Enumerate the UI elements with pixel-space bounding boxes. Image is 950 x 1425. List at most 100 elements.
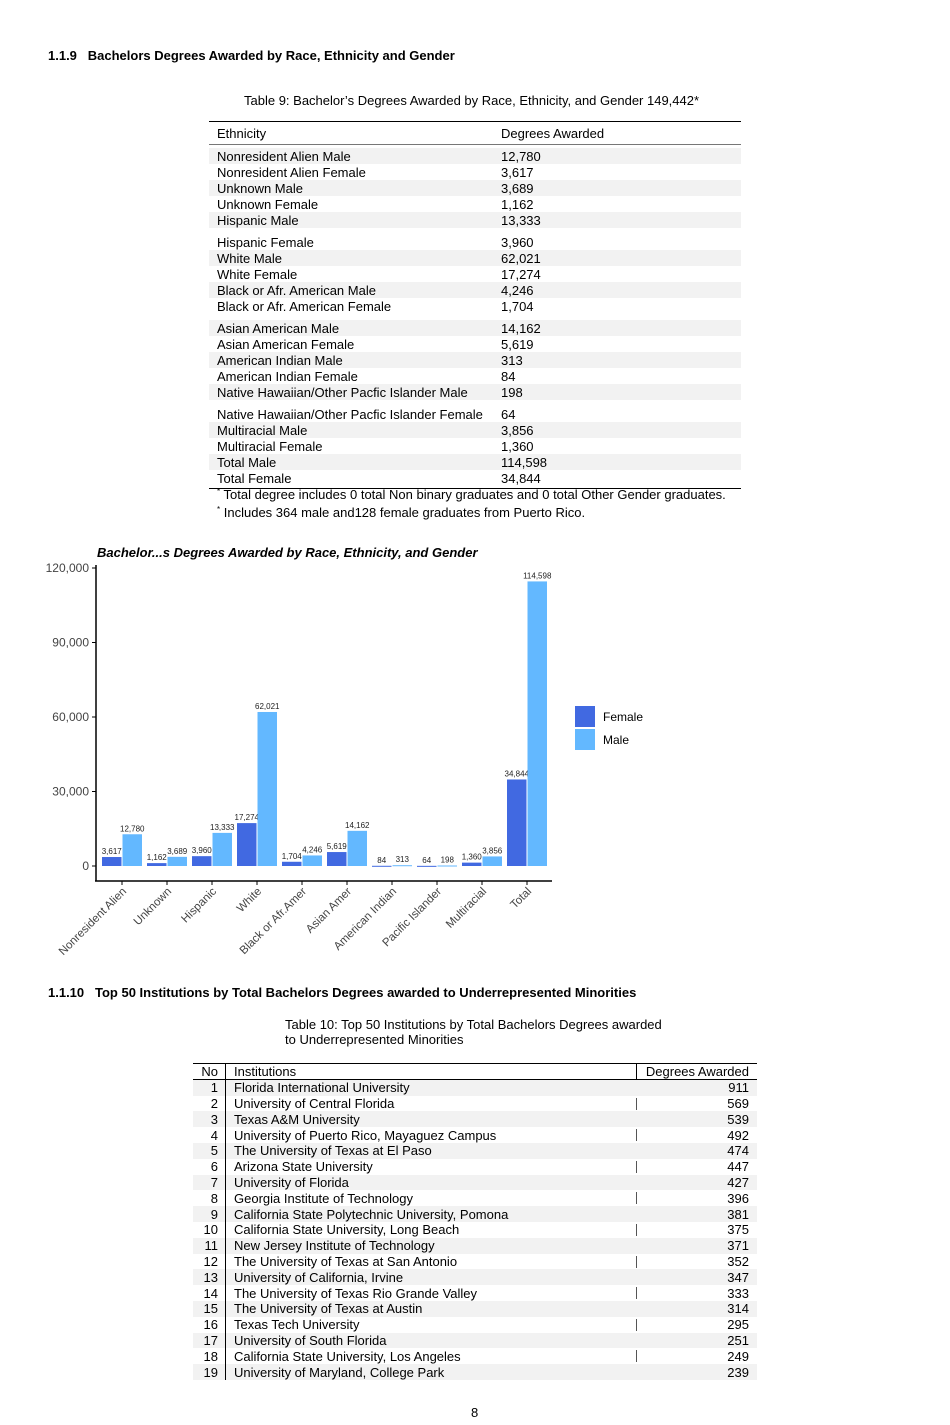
table10-row: 19 University of Maryland, College Park 23… — [193, 1364, 757, 1380]
institution-cell: The University of Texas at San Antonio — [234, 1253, 458, 1269]
degrees-cell: 239 — [727, 1364, 749, 1380]
header-degrees: Degrees Awarded — [636, 1064, 757, 1079]
ethnicity-cell: Native Hawaiian/Other Pacfic Islander Fe… — [217, 406, 483, 422]
degrees-cell: 447 — [727, 1159, 749, 1175]
degrees-cell: 17,274 — [501, 266, 541, 282]
data-label: 3,689 — [167, 847, 188, 856]
degrees-cell: 64 — [501, 406, 516, 422]
y-tick-label: 30,000 — [52, 785, 89, 799]
data-label: 1,162 — [147, 853, 168, 862]
ethnicity-cell: Black or Afr. American Female — [217, 298, 392, 314]
table10-row: 1 Florida International University 911 — [193, 1079, 757, 1096]
ethnicity-cell: Nonresident Alien Female — [217, 164, 366, 180]
ethnicity-cell: White Female — [217, 266, 298, 282]
table10-row: 3 Texas A&M University 539 — [193, 1111, 757, 1128]
degrees-cell: 5,619 — [501, 336, 534, 352]
table10: No Institutions Degrees Awarded 1 Florida… — [193, 1063, 757, 1380]
column-divider — [636, 1192, 637, 1205]
note-marker: * — [217, 487, 221, 496]
table9-caption: Table 9: Bachelor’s Degrees Awarded by R… — [244, 93, 700, 108]
degrees-cell: 13,333 — [501, 212, 541, 228]
degrees-cell: 371 — [727, 1238, 749, 1254]
table9-header: Ethnicity Degrees Awarded — [209, 122, 741, 145]
rank-cell: 11 — [193, 1237, 226, 1254]
column-divider — [636, 1097, 637, 1110]
bar-male — [347, 830, 367, 866]
x-tick-label: Total — [508, 886, 534, 912]
ethnicity-cell: Black or Afr. American Male — [217, 282, 376, 298]
degrees-cell: 911 — [728, 1080, 749, 1096]
degrees-cell: 427 — [727, 1174, 749, 1190]
degrees-cell: 14,162 — [501, 320, 541, 336]
ethnicity-cell: Multiracial Female — [217, 438, 323, 454]
table10-row: 9 California State Polytechnic University… — [193, 1206, 757, 1222]
rank-cell: 1 — [193, 1079, 226, 1096]
rank-cell: 9 — [193, 1206, 226, 1222]
data-label: 3,960 — [192, 846, 213, 855]
institution-cell: The University of Texas Rio Grande Valle… — [234, 1285, 478, 1301]
header-degrees: Degrees Awarded — [501, 125, 605, 141]
table9-row: Hispanic Male 13,333 — [209, 212, 741, 228]
data-label: 3,617 — [102, 847, 123, 856]
degrees-cell: 3,689 — [501, 180, 534, 196]
rank-cell: 13 — [193, 1269, 226, 1286]
table10-row: 5 The University of Texas at El Paso 474 — [193, 1142, 757, 1159]
table9-row: Unknown Male 3,689 — [209, 180, 741, 196]
bar-male — [527, 581, 547, 866]
table9-row: Multiracial Female 1,360 — [209, 438, 741, 454]
rank-cell: 12 — [193, 1253, 226, 1270]
institution-cell: University of Maryland, College Park — [234, 1364, 445, 1380]
data-label: 62,021 — [255, 702, 280, 711]
table10-row: 11 New Jersey Institute of Technology 371 — [193, 1237, 757, 1254]
y-tick-label: 0 — [82, 859, 89, 873]
degrees-cell: 333 — [727, 1285, 749, 1301]
table10-row: 10 California State University, Long Beac… — [193, 1221, 757, 1238]
rank-cell: 19 — [193, 1364, 226, 1380]
y-tick-label: 90,000 — [52, 636, 89, 650]
degrees-cell: 12,780 — [501, 148, 541, 164]
institution-cell: Arizona State University — [234, 1159, 373, 1175]
table10-row: 8 Georgia Institute of Technology 396 — [193, 1190, 757, 1207]
institution-cell: New Jersey Institute of Technology — [234, 1238, 435, 1254]
degrees-cell: 84 — [501, 368, 516, 384]
bar-male — [122, 834, 142, 866]
bar-female — [102, 857, 122, 866]
degrees-cell: 62,021 — [501, 250, 541, 266]
rank-cell: 14 — [193, 1285, 226, 1301]
degrees-cell: 1,162 — [501, 196, 534, 212]
degrees-cell: 3,617 — [501, 164, 534, 180]
institution-cell: University of South Florida — [234, 1332, 387, 1348]
note-marker: * — [217, 505, 221, 514]
table10-row: 6 Arizona State University 447 — [193, 1158, 757, 1175]
section-number: 1.1.9 — [48, 48, 77, 63]
table10-row: 4 University of Puerto Rico, Mayaguez Cam… — [193, 1127, 757, 1143]
institution-cell: California State University, Los Angeles — [234, 1348, 461, 1364]
data-label: 1,360 — [462, 853, 483, 862]
x-tick-label: Nonresident Alien — [57, 886, 129, 958]
institution-cell: Florida International University — [234, 1080, 410, 1096]
bar-male — [482, 856, 502, 866]
rank-cell: 3 — [193, 1111, 226, 1128]
table9-row: Asian American Female 5,619 — [209, 336, 741, 352]
data-label: 1,704 — [282, 852, 303, 861]
institution-cell: The University of Texas at El Paso — [234, 1143, 432, 1159]
legend-swatch-female — [575, 706, 595, 727]
degrees-cell: 474 — [727, 1143, 749, 1159]
institution-cell: University of Florida — [234, 1174, 349, 1190]
data-label: 14,162 — [345, 821, 370, 830]
table9-row: White Male 62,021 — [209, 250, 741, 266]
table9-note-1: * Total degree includes 0 total Non bina… — [217, 487, 726, 502]
table9-row: Black or Afr. American Male 4,246 — [209, 282, 741, 298]
institution-cell: University of Puerto Rico, Mayaguez Camp… — [234, 1127, 497, 1143]
rank-cell: 15 — [193, 1300, 226, 1317]
data-label: 313 — [396, 855, 410, 864]
data-label: 84 — [377, 856, 386, 865]
degrees-cell: 1,360 — [501, 438, 534, 454]
degrees-cell: 251 — [727, 1332, 749, 1348]
table9: Ethnicity Degrees Awarded Nonresident Al… — [209, 121, 741, 489]
rank-cell: 18 — [193, 1348, 226, 1365]
table9-row: Nonresident Alien Male 12,780 — [209, 148, 741, 164]
bar-female — [327, 852, 347, 866]
column-divider — [636, 1287, 637, 1300]
institution-cell: Georgia Institute of Technology — [234, 1190, 413, 1206]
